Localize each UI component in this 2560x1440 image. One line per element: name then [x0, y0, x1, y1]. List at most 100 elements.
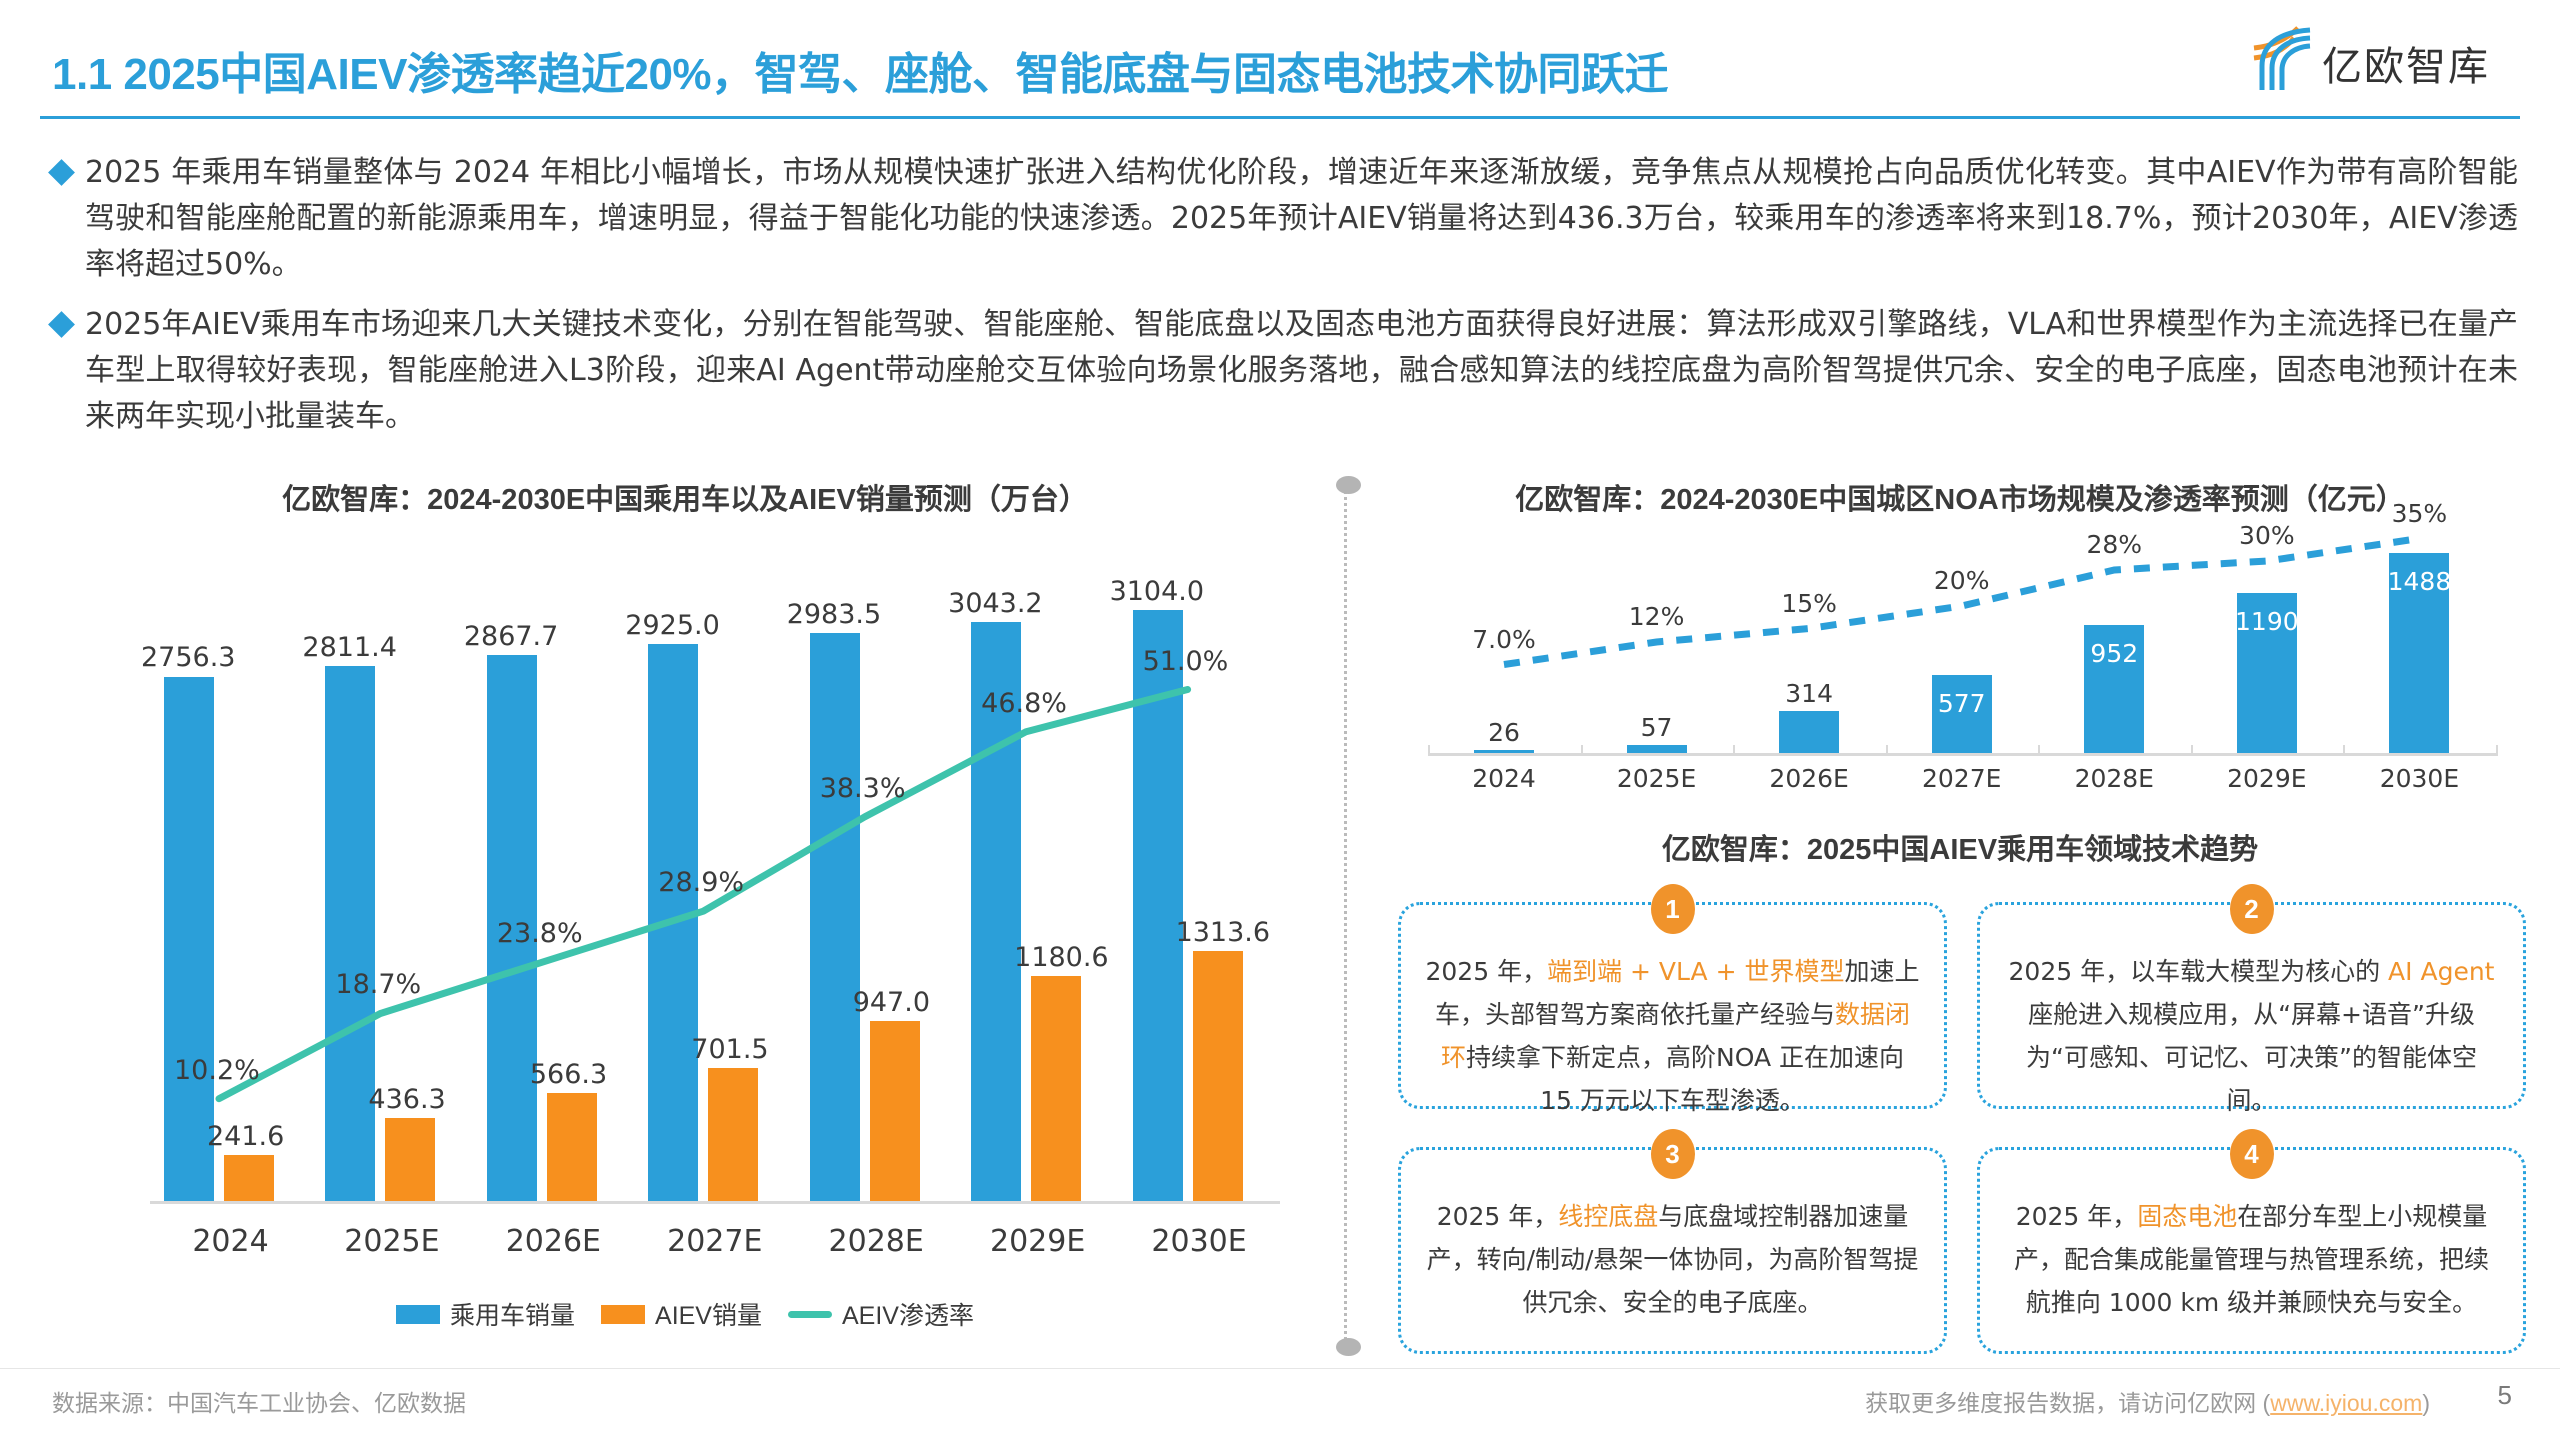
brand-logo: 亿欧智库 [2252, 22, 2512, 96]
penetration-rate-label: 15% [1781, 588, 1837, 618]
bar-value-passenger: 2983.5 [786, 599, 882, 631]
logo-text: 亿欧智库 [2322, 44, 2490, 90]
tech-card-plain: 座舱进入规模应用，从“屏幕+语音”升级为“可感知、可记忆、可决策”的智能体空间。 [2026, 1000, 2477, 1115]
penetration-rate-label: 28% [2086, 530, 2143, 559]
bar-group [1886, 538, 2038, 753]
x-axis-label: 2029E [989, 1224, 1086, 1259]
tech-card-plain: 2025 年，以车载大模型为核心的 [2008, 957, 2389, 986]
bar-value-passenger: 3104.0 [1109, 576, 1205, 608]
penetration-rate-label: 38.3% [819, 772, 906, 804]
bar-group [1581, 538, 1733, 753]
bar-value-label: 1488 [2387, 567, 2452, 597]
bar-aiev-sales[interactable] [708, 1067, 759, 1201]
bar-value-label: 314 [1785, 678, 1833, 708]
tech-card-text: 2025 年，固态电池在部分车型上小规模量产，配合集成能量管理与热管理系统，把续… [2003, 1195, 2500, 1324]
penetration-rate-label: 46.8% [981, 687, 1067, 719]
x-axis-label: 2027E [667, 1224, 763, 1259]
bar-group [1733, 538, 1885, 753]
penetration-rate-label: 51.0% [1142, 645, 1229, 677]
tech-trend-card[interactable]: 3 2025 年，线控底盘与底盘域控制器加速量产，转向/制动/悬架一体协同，为高阶… [1398, 1129, 1947, 1354]
bar-noa-market-size[interactable] [1474, 749, 1534, 753]
tech-card-plain: 持续拿下新定点，高阶NOA 正在加速向 15 万元以下车型渗透。 [1466, 1043, 1904, 1115]
footer-website-note: 获取更多维度报告数据，请访问亿欧网 (www.iyiou.com) [1865, 1384, 2430, 1418]
bar-noa-market-size[interactable] [1626, 745, 1687, 753]
bullet-item: 2025年AIEV乘用车市场迎来几大关键技术变化，分别在智能驾驶、智能座舱、智能… [48, 302, 2518, 440]
bar-group [957, 554, 1118, 1201]
legend-item-passenger-sales[interactable]: 乘用车销量 [396, 1296, 575, 1332]
tech-trend-grid: 1 2025 年，端到端 + VLA + 世界模型加速上车，头部智驾方案商依托量产… [1398, 884, 2526, 1354]
footer-website-link[interactable]: www.iyiou.com [2270, 1390, 2423, 1416]
tech-card-number-badge: 1 [1650, 884, 1695, 934]
footer-source: 数据来源：中国汽车工业协会、亿欧数据 [52, 1390, 466, 1416]
bar-passenger-sales[interactable] [325, 666, 376, 1201]
left-chart-legend: 乘用车销量 AIEV销量 AEIV渗透率 [40, 1296, 1330, 1332]
legend-label: AEIV渗透率 [842, 1302, 974, 1330]
bar-aiev-sales[interactable] [1192, 951, 1243, 1201]
legend-item-penetration-rate[interactable]: AEIV渗透率 [788, 1296, 974, 1332]
bullet-item: 2025 年乘用车销量整体与 2024 年相比小幅增长，市场从规模快速扩张进入结… [48, 150, 2518, 288]
bar-noa-market-size[interactable] [1931, 675, 1992, 753]
bar-aiev-sales[interactable] [869, 1020, 920, 1201]
tech-card-plain: 在部分车型上小规模量产，配合集成能量管理与热管理系统，把续航推向 1000 km… [2013, 1202, 2489, 1317]
legend-item-aiev-sales[interactable]: AIEV销量 [601, 1296, 762, 1332]
footer-text-suffix: ) [2422, 1390, 2430, 1416]
bar-passenger-sales[interactable] [809, 633, 860, 1201]
right-chart-x-axis [1428, 753, 2496, 756]
penetration-rate-label: 35% [2391, 498, 2448, 528]
bar-aiev-sales[interactable] [1031, 976, 1082, 1201]
left-chart-panel: 亿欧智库：2024-2030E中国乘用车以及AIEV销量预测（万台） 2756.… [40, 476, 1330, 1346]
bar-value-passenger: 2811.4 [302, 632, 397, 663]
bar-noa-market-size[interactable] [1779, 710, 1840, 753]
footer-text-prefix: 获取更多维度报告数据，请访问亿欧网 ( [1865, 1390, 2271, 1416]
bar-value-passenger: 2925.0 [625, 610, 720, 642]
tech-trend-card[interactable]: 2 2025 年，以车载大模型为核心的 AI Agent 座舱进入规模应用，从“屏… [1977, 884, 2526, 1115]
tech-card-border [1398, 1147, 1947, 1354]
bar-value-passenger: 2867.7 [463, 621, 559, 653]
tech-card-text: 2025 年，线控底盘与底盘域控制器加速量产，转向/制动/悬架一体协同，为高阶智… [1424, 1195, 1921, 1324]
penetration-rate-label: 20% [1933, 566, 1990, 595]
bar-aiev-sales[interactable] [546, 1093, 597, 1201]
penetration-rate-label: 10.2% [174, 1054, 260, 1086]
bar-group [150, 554, 311, 1201]
tech-card-plain: 与底盘域控制器加速量产，转向/制动/悬架一体协同，为高阶智驾提供冗余、安全的电子… [1426, 1202, 1919, 1317]
bar-value-passenger: 3043.2 [948, 587, 1043, 619]
panel-divider [1336, 476, 1361, 1356]
tech-trend-card[interactable]: 1 2025 年，端到端 + VLA + 世界模型加速上车，头部智驾方案商依托量产… [1398, 884, 1947, 1115]
tech-card-highlight: 数据闭环 [1440, 1000, 1911, 1072]
bar-value-aiev: 1180.6 [1014, 942, 1109, 974]
x-axis-label: 2026E [1769, 764, 1849, 793]
divider-dot-bottom [1336, 1338, 1361, 1356]
logo-mark-icon [2253, 26, 2311, 90]
tech-card-text: 2025 年，端到端 + VLA + 世界模型加速上车，头部智驾方案商依托量产经… [1424, 950, 1921, 1122]
x-axis-tick [2038, 745, 2041, 756]
left-chart-title: 亿欧智库：2024-2030E中国乘用车以及AIEV销量预测（万台） [282, 484, 1088, 516]
tech-card-border [1977, 1147, 2526, 1354]
bar-aiev-sales[interactable] [385, 1117, 436, 1201]
right-chart-title: 亿欧智库：2024-2030E中国城区NOA市场规模及渗透率预测（亿元） [1515, 484, 2405, 516]
bar-passenger-sales[interactable] [648, 644, 699, 1201]
x-axis-tick [2343, 745, 2346, 756]
bar-value-aiev: 1313.6 [1175, 917, 1271, 949]
bar-aiev-sales[interactable] [224, 1155, 274, 1201]
bar-passenger-sales[interactable] [164, 676, 214, 1201]
divider-dot-top [1336, 476, 1361, 494]
x-axis-label: 2024 [192, 1224, 269, 1259]
x-axis-tick [1733, 745, 1736, 756]
penetration-rate-label: 7.0% [1472, 624, 1536, 654]
penetration-rate-label: 12% [1628, 602, 1685, 631]
bar-value-label: 1190 [2235, 607, 2299, 637]
x-axis-label: 2030E [1151, 1224, 1247, 1259]
tech-trend-card[interactable]: 4 2025 年，固态电池在部分车型上小规模量产，配合集成能量管理与热管理系统，把… [1977, 1129, 2526, 1354]
x-axis-label: 2028E [2074, 764, 2154, 793]
tech-card-plain: 2025 年， [2015, 1202, 2138, 1231]
bar-group [796, 554, 957, 1201]
bar-passenger-sales[interactable] [1132, 610, 1183, 1201]
legend-label: 乘用车销量 [450, 1302, 576, 1330]
right-panel: 亿欧智库：2024-2030E中国城区NOA市场规模及渗透率预测（亿元） 26 7… [1390, 476, 2530, 1356]
penetration-rate-label: 30% [2239, 521, 2295, 550]
bar-value-aiev: 436.3 [368, 1083, 446, 1115]
tech-card-plain: 加速上车，头部智驾方案商依托量产经验与 [1434, 957, 1920, 1029]
bar-value-aiev: 947.0 [852, 986, 930, 1018]
x-axis-label: 2029E [2227, 764, 2307, 793]
bar-group [2191, 538, 2343, 753]
